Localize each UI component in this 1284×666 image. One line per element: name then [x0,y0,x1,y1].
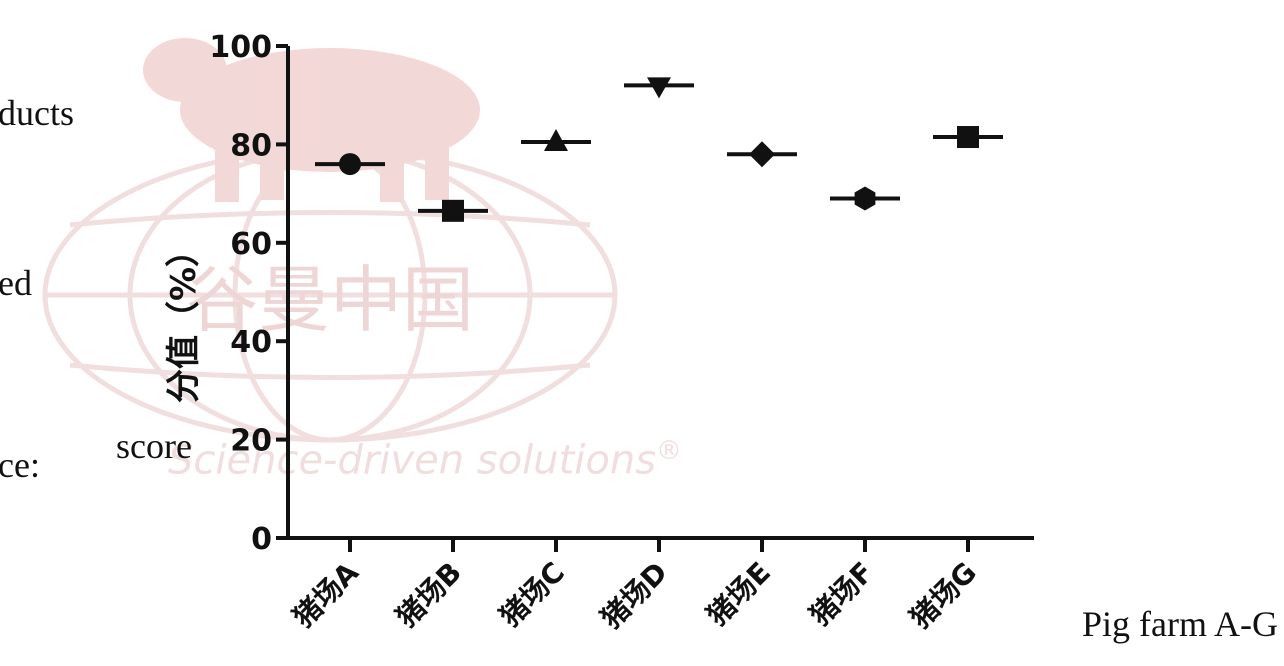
y-tick-label: 60 [230,227,272,262]
y-axis-label: 分值（%） [164,233,204,403]
side-fragment-3: ce: [0,445,40,485]
y-tick-label: 0 [251,522,272,557]
y-tick-label: 20 [230,424,272,459]
data-point [647,77,671,99]
y-ticks: 0 20 40 60 80 100 [209,30,288,557]
y-tick-label: 80 [230,128,272,163]
y-axis-label-en: score [116,426,192,466]
chart-axes [286,46,1034,540]
watermark-tagline-text: Science-driven solutions [168,437,657,484]
data-point [544,128,568,151]
data-point [854,186,876,211]
watermark-tagline: Science-driven solutions® [168,436,682,483]
x-tick-label: 猪场D [595,556,674,635]
x-tick-label: 猪场B [390,556,468,634]
x-tick-label: 猪场A [287,555,365,633]
data-point [957,126,979,149]
data-point [442,199,464,222]
y-tick-label: 100 [209,30,272,65]
side-fragment-1: ducts [0,93,74,133]
data-point [339,153,361,176]
x-tick-label: 猪场E [700,556,776,632]
x-tick-label: 猪场F [803,556,879,632]
x-axis-label-en: Pig farm A-G [1082,604,1278,644]
data-point [749,141,775,168]
x-tick-label: 猪场G [904,556,983,635]
data-marks [315,77,1003,552]
y-tick-label: 40 [230,325,272,360]
x-tick-label: 猪场C [493,556,570,633]
watermark-brand: 谷曼中国 [186,258,474,342]
watermark-pig-icon [143,38,480,202]
side-fragment-2: ed [0,263,32,303]
watermark-registered-mark: ® [656,436,683,466]
x-tick-labels: 猪场A 猪场B 猪场C 猪场D 猪场E 猪场F 猪场G [287,555,983,635]
